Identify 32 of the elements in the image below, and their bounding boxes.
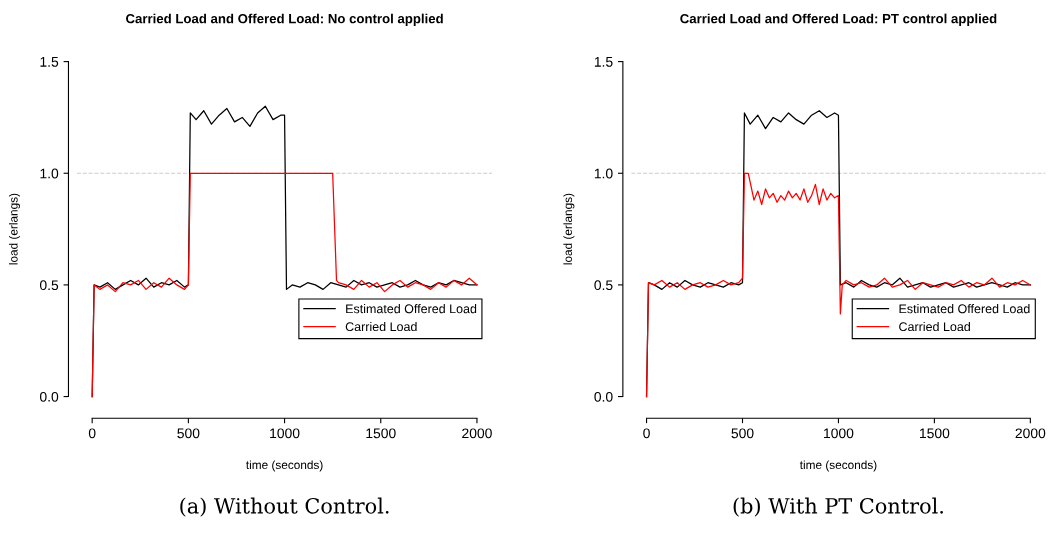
y-axis-title: load (erlangs) <box>8 193 20 265</box>
line-series <box>91 172 478 398</box>
y-tick-label: 0.5 <box>39 280 59 291</box>
text: (b) With PT Control. <box>733 497 943 517</box>
x-axis-title: time (seconds) <box>799 460 877 472</box>
legend-label: Estimated Offered Load <box>899 304 1030 314</box>
legend-label: Carried Load <box>345 321 417 332</box>
legend-label: Estimated Offered Load <box>346 304 477 314</box>
chart-title: Carried Load and Offered Load: No control applied <box>126 13 443 26</box>
x-tick-label: 0 <box>643 428 650 439</box>
x-tick-label: 1000 <box>824 428 854 439</box>
x-tick-label: 0 <box>88 428 96 439</box>
chart-title: Carried Load and Offered Load: PT control applied <box>680 13 997 26</box>
x-tick-label: 500 <box>731 428 754 439</box>
y-tick-label: 1.5 <box>40 57 59 67</box>
x-tick-label: 2000 <box>462 428 492 439</box>
x-tick-label: 1000 <box>270 428 300 439</box>
legend-label: Carried Load <box>899 321 970 332</box>
y-tick-label: 1.0 <box>594 168 613 179</box>
y-tick-label: 0.0 <box>39 391 59 402</box>
y-tick-label: 1.5 <box>594 57 613 67</box>
x-tick-label: 1500 <box>366 428 396 439</box>
line-series <box>645 172 1031 398</box>
y-tick-label: 0.0 <box>594 391 613 402</box>
x-tick-label: 1500 <box>920 428 950 439</box>
x-tick-label: 500 <box>177 428 200 439</box>
text: (a) Without Control. <box>180 497 389 517</box>
y-tick-label: 1.0 <box>40 168 59 179</box>
y-tick-label: 0.5 <box>594 280 613 291</box>
x-tick-label: 2000 <box>1015 428 1046 439</box>
x-axis-title: time (seconds) <box>246 460 323 472</box>
y-axis-title: load (erlangs) <box>563 193 575 265</box>
